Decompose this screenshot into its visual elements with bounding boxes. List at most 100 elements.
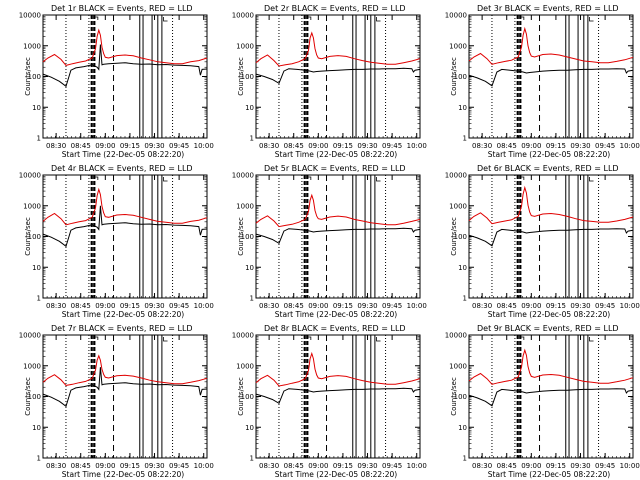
x-tick-label: 09:30	[357, 302, 377, 310]
series-line-lld	[42, 354, 208, 386]
x-tick-label: 08:45	[284, 142, 304, 150]
y-tick-label: 100	[241, 393, 254, 401]
y-tick-label: 1	[250, 295, 254, 303]
x-tick-label: 09:45	[595, 302, 615, 310]
y-axis-label: Counts/sec	[450, 57, 458, 96]
marker-flag	[163, 17, 168, 22]
x-tick-label: 09:15	[120, 462, 140, 470]
detector-panel-2: Det 2r BLACK = Events, RED = LLD 1 10 100 10…	[213, 0, 427, 160]
chart-svg: Det 6r BLACK = Events, RED = LLD 1 10 100 10…	[445, 164, 640, 319]
y-tick-label: 100	[454, 233, 467, 241]
x-tick-label: 08:30	[46, 462, 66, 470]
detector-panel-8: Det 8r BLACK = Events, RED = LLD 1 10 100 10…	[213, 320, 427, 480]
y-tick-label: 100	[28, 393, 41, 401]
marker-flag	[589, 177, 594, 182]
y-axis-label: Counts/sec	[450, 217, 458, 256]
x-tick-label: 09:15	[333, 142, 353, 150]
x-tick-label: 08:30	[472, 462, 492, 470]
x-tick-label: 10:00	[407, 462, 427, 470]
y-tick-label: 1000	[23, 42, 41, 50]
plot-frame	[468, 174, 634, 299]
x-tick-label: 08:45	[71, 462, 91, 470]
y-tick-label: 100	[28, 233, 41, 241]
x-tick-label: 08:30	[259, 302, 279, 310]
chart-svg: Det 9r BLACK = Events, RED = LLD 1 10 100 10…	[445, 324, 640, 479]
x-tick-label: 08:45	[71, 142, 91, 150]
y-tick-label: 1	[250, 455, 254, 463]
series-line-lld	[255, 31, 421, 67]
x-axis-label: Start Time (22-Dec-05 08:22:20)	[488, 150, 610, 159]
x-tick-label: 09:00	[308, 302, 328, 310]
marker-flag	[306, 16, 312, 20]
y-tick-label: 1000	[449, 202, 467, 210]
y-axis-label: Counts/sec	[237, 377, 245, 416]
y-tick-label: 1	[463, 135, 467, 143]
chart-svg: Det 4r BLACK = Events, RED = LLD 1 10 100 10…	[19, 164, 214, 319]
marker-flag	[93, 336, 99, 340]
chart-title: Det 8r BLACK = Events, RED = LLD	[264, 324, 406, 333]
plot-frame	[42, 174, 208, 299]
x-tick-label: 09:00	[521, 462, 541, 470]
x-tick-label: 09:45	[382, 302, 402, 310]
y-tick-label: 1000	[236, 42, 254, 50]
series-line-lld	[468, 185, 634, 225]
marker-flag	[163, 177, 168, 182]
series-line-events	[42, 367, 208, 408]
y-tick-label: 10000	[19, 12, 41, 20]
x-tick-label: 10:00	[194, 302, 214, 310]
chart-title: Det 4r BLACK = Events, RED = LLD	[51, 164, 193, 173]
y-tick-label: 1000	[23, 202, 41, 210]
x-tick-label: 09:15	[333, 462, 353, 470]
chart-title: Det 3r BLACK = Events, RED = LLD	[477, 4, 619, 13]
y-tick-label: 1	[37, 135, 41, 143]
series-line-events	[255, 67, 421, 85]
x-tick-label: 08:30	[259, 462, 279, 470]
y-tick-label: 1	[463, 455, 467, 463]
marker-flag	[589, 17, 594, 22]
series-line-events	[42, 205, 208, 248]
y-axis-label: Counts/sec	[450, 377, 458, 416]
y-tick-label: 1000	[236, 362, 254, 370]
marker-flag	[519, 336, 525, 340]
x-tick-label: 08:45	[497, 302, 517, 310]
y-tick-label: 10	[32, 104, 41, 112]
chart-svg: Det 8r BLACK = Events, RED = LLD 1 10 100 10…	[232, 324, 427, 479]
plot-frame	[255, 174, 421, 299]
x-tick-label: 09:00	[95, 462, 115, 470]
chart-svg: Det 7r BLACK = Events, RED = LLD 1 10 100 10…	[19, 324, 214, 479]
chart-svg: Det 1r BLACK = Events, RED = LLD 1 10 100 10…	[19, 4, 214, 159]
x-tick-label: 08:30	[46, 142, 66, 150]
series-line-events	[255, 387, 421, 405]
marker-flag	[376, 337, 381, 342]
x-tick-label: 08:30	[472, 302, 492, 310]
x-tick-label: 09:00	[308, 462, 328, 470]
series-line-events	[468, 228, 634, 247]
y-tick-label: 10000	[232, 12, 254, 20]
x-tick-label: 09:30	[570, 142, 590, 150]
marker-flag	[93, 176, 99, 180]
detector-panel-5: Det 5r BLACK = Events, RED = LLD 1 10 100 10…	[213, 160, 427, 320]
x-axis-label: Start Time (22-Dec-05 08:22:20)	[488, 470, 610, 479]
y-tick-label: 10	[245, 104, 254, 112]
marker-flag	[376, 177, 381, 182]
series-line-lld	[255, 351, 421, 387]
y-tick-label: 1	[250, 135, 254, 143]
y-axis-label: Counts/sec	[24, 57, 32, 96]
detector-panel-6: Det 6r BLACK = Events, RED = LLD 1 10 100 10…	[426, 160, 640, 320]
series-line-lld	[468, 26, 634, 65]
y-tick-label: 10000	[445, 332, 467, 340]
y-axis-label: Counts/sec	[24, 377, 32, 416]
chart-svg: Det 2r BLACK = Events, RED = LLD 1 10 100 10…	[232, 4, 427, 159]
chart-title: Det 2r BLACK = Events, RED = LLD	[264, 4, 406, 13]
detector-panel-7: Det 7r BLACK = Events, RED = LLD 1 10 100 10…	[0, 320, 214, 480]
marker-flag	[306, 176, 312, 180]
y-axis-label: Counts/sec	[237, 57, 245, 96]
y-tick-label: 10000	[445, 12, 467, 20]
plot-frame	[468, 334, 634, 459]
marker-flag	[306, 336, 312, 340]
x-tick-label: 08:30	[46, 302, 66, 310]
y-tick-label: 10	[458, 264, 467, 272]
series-line-lld	[255, 193, 421, 228]
x-tick-label: 09:30	[144, 462, 164, 470]
marker-flag	[519, 16, 525, 20]
